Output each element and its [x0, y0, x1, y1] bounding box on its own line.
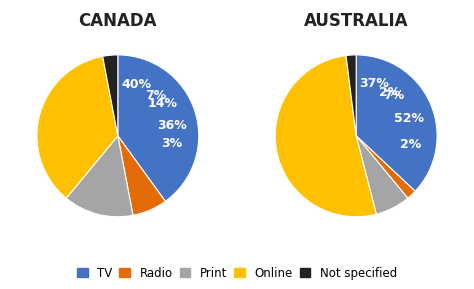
Text: 36%: 36%: [157, 119, 187, 132]
Text: 7%: 7%: [145, 89, 166, 102]
Wedge shape: [118, 136, 165, 215]
Wedge shape: [66, 136, 133, 217]
Wedge shape: [346, 55, 356, 136]
Wedge shape: [275, 55, 376, 217]
Wedge shape: [356, 55, 437, 191]
Wedge shape: [356, 136, 415, 198]
Text: 3%: 3%: [162, 138, 183, 151]
Text: 52%: 52%: [393, 112, 423, 125]
Legend: TV, Radio, Print, Online, Not specified: TV, Radio, Print, Online, Not specified: [73, 263, 401, 283]
Text: 40%: 40%: [122, 78, 152, 91]
Text: 14%: 14%: [147, 97, 177, 110]
Title: CANADA: CANADA: [79, 12, 157, 30]
Wedge shape: [356, 136, 408, 214]
Wedge shape: [118, 55, 199, 201]
Wedge shape: [103, 55, 118, 136]
Wedge shape: [37, 56, 118, 198]
Text: 2%: 2%: [379, 86, 401, 99]
Title: AUSTRALIA: AUSTRALIA: [304, 12, 409, 30]
Text: 37%: 37%: [359, 77, 389, 90]
Text: 2%: 2%: [400, 138, 421, 151]
Text: 7%: 7%: [383, 89, 404, 102]
